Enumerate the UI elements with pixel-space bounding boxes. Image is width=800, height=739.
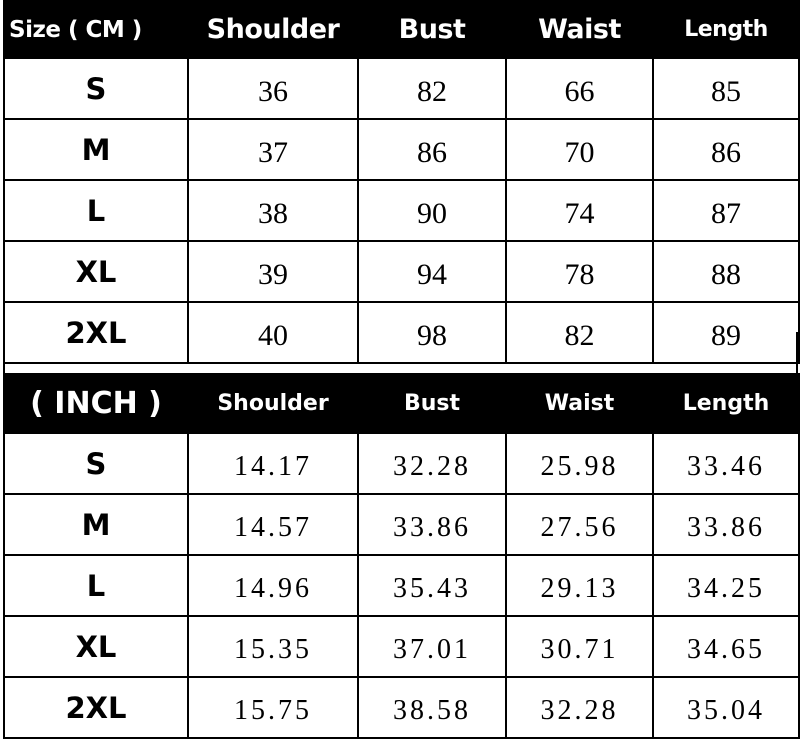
measurement-cell: 33.46 (652, 432, 800, 495)
measurement-cell: 94 (357, 240, 507, 303)
table-row: L 14.96 35.43 29.13 34.25 (3, 554, 800, 617)
size-label: M (3, 493, 189, 556)
measurement-cell: 78 (505, 240, 654, 303)
measurement-cell: 33.86 (652, 493, 800, 556)
measurement-cell: 87 (652, 179, 800, 242)
measurement-cell: 88 (652, 240, 800, 303)
column-header-bust: Bust (357, 0, 507, 59)
measurement-cell: 34.65 (652, 615, 800, 678)
table-row: M 37 86 70 86 (3, 118, 800, 181)
cm-size-table: Size ( CM ) Shoulder Bust Waist Length S 36 82… (3, 0, 800, 364)
table-row: 2XL 15.75 38.58 32.28 35.04 (3, 676, 800, 739)
table-row: XL 15.35 37.01 30.71 34.65 (3, 615, 800, 678)
inch-header-row: ( INCH ) Shoulder Bust Waist Length (3, 373, 800, 434)
column-header-length: Length (652, 373, 800, 434)
table-row: S 14.17 32.28 25.98 33.46 (3, 432, 800, 495)
measurement-cell: 86 (357, 118, 507, 181)
measurement-cell: 29.13 (505, 554, 654, 617)
table-row: XL 39 94 78 88 (3, 240, 800, 303)
table-row: S 36 82 66 85 (3, 57, 800, 120)
measurement-cell: 37 (187, 118, 359, 181)
table-spacer (3, 332, 798, 373)
measurement-cell: 89 (652, 301, 800, 364)
table-row: L 38 90 74 87 (3, 179, 800, 242)
column-header-waist: Waist (505, 0, 654, 59)
measurement-cell: 74 (505, 179, 654, 242)
column-header-bust: Bust (357, 373, 507, 434)
measurement-cell: 34.25 (652, 554, 800, 617)
size-label: S (3, 432, 189, 495)
measurement-cell: 82 (357, 57, 507, 120)
size-label: L (3, 179, 189, 242)
inch-size-table: ( INCH ) Shoulder Bust Waist Length S 14.17 32… (3, 373, 800, 739)
size-label: XL (3, 240, 189, 303)
column-header-inch: ( INCH ) (3, 373, 189, 434)
table-row: M 14.57 33.86 27.56 33.86 (3, 493, 800, 556)
measurement-cell: 82 (505, 301, 654, 364)
cm-header-row: Size ( CM ) Shoulder Bust Waist Length (3, 0, 800, 59)
table-row: 2XL 40 98 82 89 (3, 301, 800, 364)
column-header-waist: Waist (505, 373, 654, 434)
measurement-cell: 14.17 (187, 432, 359, 495)
column-header-length: Length (652, 0, 800, 59)
size-label: 2XL (3, 301, 189, 364)
measurement-cell: 33.86 (357, 493, 507, 556)
measurement-cell: 35.43 (357, 554, 507, 617)
measurement-cell: 66 (505, 57, 654, 120)
column-header-shoulder: Shoulder (187, 373, 359, 434)
measurement-cell: 70 (505, 118, 654, 181)
measurement-cell: 38.58 (357, 676, 507, 739)
measurement-cell: 15.35 (187, 615, 359, 678)
measurement-cell: 32.28 (357, 432, 507, 495)
measurement-cell: 14.96 (187, 554, 359, 617)
measurement-cell: 86 (652, 118, 800, 181)
measurement-cell: 40 (187, 301, 359, 364)
measurement-cell: 37.01 (357, 615, 507, 678)
size-label: S (3, 57, 189, 120)
measurement-cell: 85 (652, 57, 800, 120)
measurement-cell: 30.71 (505, 615, 654, 678)
measurement-cell: 38 (187, 179, 359, 242)
measurement-cell: 27.56 (505, 493, 654, 556)
measurement-cell: 14.57 (187, 493, 359, 556)
size-label: L (3, 554, 189, 617)
measurement-cell: 15.75 (187, 676, 359, 739)
column-header-size-cm: Size ( CM ) (3, 0, 189, 59)
size-label: XL (3, 615, 189, 678)
column-header-shoulder: Shoulder (187, 0, 359, 59)
size-label: 2XL (3, 676, 189, 739)
measurement-cell: 90 (357, 179, 507, 242)
size-label: M (3, 118, 189, 181)
measurement-cell: 36 (187, 57, 359, 120)
measurement-cell: 32.28 (505, 676, 654, 739)
measurement-cell: 25.98 (505, 432, 654, 495)
measurement-cell: 35.04 (652, 676, 800, 739)
measurement-cell: 98 (357, 301, 507, 364)
measurement-cell: 39 (187, 240, 359, 303)
